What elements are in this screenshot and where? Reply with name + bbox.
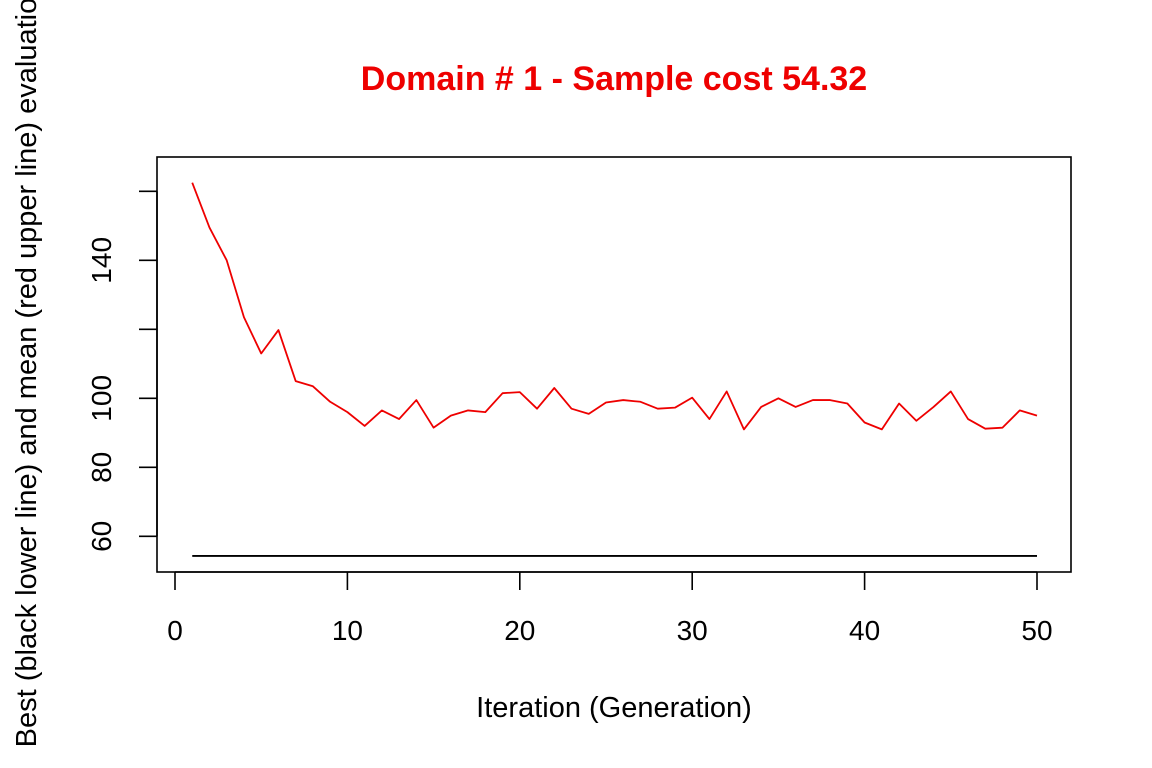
x-tick-label: 10: [332, 615, 363, 646]
mean-series-line: [191, 182, 1038, 431]
y-tick-label: 100: [86, 375, 117, 422]
y-tick-label: 140: [86, 237, 117, 284]
x-tick-label: 30: [677, 615, 708, 646]
y-axis-title: Best (black lower line) and mean (red up…: [11, 0, 43, 747]
y-tick-label: 80: [86, 452, 117, 483]
x-tick-label: 50: [1021, 615, 1052, 646]
series-layer: [191, 182, 1038, 557]
x-tick-label: 20: [504, 615, 535, 646]
y-axis: 60 80 100 140: [86, 190, 158, 552]
y-tick-label: 60: [86, 521, 117, 552]
x-axis: 0 10 20 30 40 50: [167, 571, 1053, 646]
plot-frame: [156, 156, 1072, 573]
x-axis-title: Iteration (Generation): [476, 692, 752, 724]
x-tick-label: 0: [167, 615, 183, 646]
x-tick-label: 40: [849, 615, 880, 646]
chart-title: Domain # 1 - Sample cost 54.32: [361, 60, 867, 98]
